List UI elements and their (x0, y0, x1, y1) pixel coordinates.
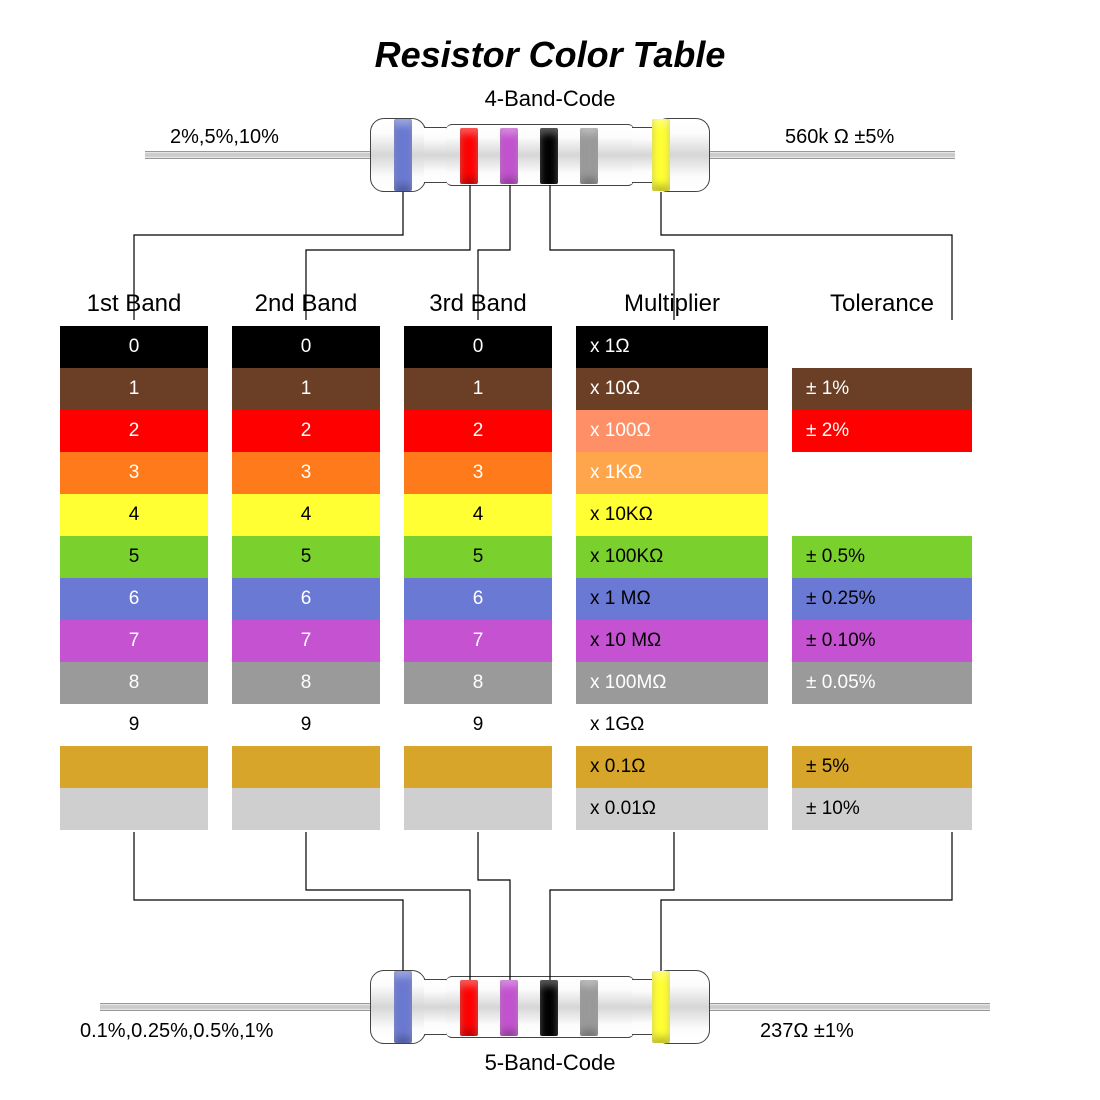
swatch-orange: 3 (60, 452, 208, 494)
bottom-left-label: 0.1%,0.25%,0.5%,1% (80, 1020, 273, 1043)
swatch-yellow: 4 (232, 494, 380, 536)
swatch-gold (60, 746, 208, 788)
swatch-grey: 8 (404, 662, 552, 704)
swatch-gold (404, 746, 552, 788)
swatch-blue: 6 (60, 578, 208, 620)
swatch-yellow: x 10KΩ (576, 494, 768, 536)
top-left-label: 2%,5%,10% (170, 126, 279, 149)
swatch-green: 5 (404, 536, 552, 578)
band-black (540, 128, 558, 184)
swatch-salmon: x 100Ω (576, 410, 768, 452)
color-table: 1st Band01234567892nd Band01234567893rd … (60, 290, 972, 830)
swatch-green: x 100KΩ (576, 536, 768, 578)
band-grey (580, 980, 598, 1036)
swatch-brown: x 10Ω (576, 368, 768, 410)
swatch-red: 2 (404, 410, 552, 452)
swatch-brown: 1 (60, 368, 208, 410)
swatch-blue: x 1 MΩ (576, 578, 768, 620)
bottom-code-label: 5-Band-Code (0, 1050, 1100, 1076)
swatch-grey: ± 0.05% (792, 662, 972, 704)
band-red (460, 128, 478, 184)
column-1: 2nd Band 0123456789 (232, 290, 380, 830)
band-violet (500, 128, 518, 184)
swatch-black: 0 (60, 326, 208, 368)
swatch-red: 2 (232, 410, 380, 452)
swatch-brown: 1 (404, 368, 552, 410)
bottom-right-label: 237Ω ±1% (760, 1020, 854, 1043)
swatch-blue: 6 (404, 578, 552, 620)
column-3: Multiplierx 1Ωx 10Ωx 100Ωx 1KΩx 10KΩx 10… (576, 290, 768, 830)
swatch-green: 5 (232, 536, 380, 578)
column-header: 3rd Band (429, 290, 526, 318)
swatch-violet: ± 0.10% (792, 620, 972, 662)
swatch-green: ± 0.5% (792, 536, 972, 578)
swatch-gold: x 0.1Ω (576, 746, 768, 788)
swatch-black: 0 (232, 326, 380, 368)
page-title: Resistor Color Table (0, 34, 1100, 76)
swatch-violet: 7 (60, 620, 208, 662)
swatch-grey: x 100MΩ (576, 662, 768, 704)
swatch-blue: 6 (232, 578, 380, 620)
swatch-red: ± 2% (792, 410, 972, 452)
band-red (460, 980, 478, 1036)
swatch-white: x 1GΩ (576, 704, 768, 746)
column-header: 2nd Band (255, 290, 358, 318)
band-yellow (652, 971, 670, 1043)
swatch-silver: x 0.01Ω (576, 788, 768, 830)
top-code-label: 4-Band-Code (0, 86, 1100, 112)
swatch-black: 0 (404, 326, 552, 368)
column-header: Multiplier (624, 290, 720, 318)
swatch-gold: ± 5% (792, 746, 972, 788)
band-violet (500, 980, 518, 1036)
swatch-silver (232, 788, 380, 830)
swatch-white: 9 (404, 704, 552, 746)
band-blue (394, 971, 412, 1043)
swatch-yellow: 4 (404, 494, 552, 536)
swatch-white: 9 (232, 704, 380, 746)
swatch-violet: 7 (404, 620, 552, 662)
swatch-blue: ± 0.25% (792, 578, 972, 620)
band-blue (394, 119, 412, 191)
column-4: Tolerance ± 1%± 2% ± 0.5%± 0.25%± 0.10%± 0… (792, 290, 972, 830)
swatch-yellow: 4 (60, 494, 208, 536)
band-grey (580, 128, 598, 184)
swatch-violet: 7 (232, 620, 380, 662)
swatch-white: 9 (60, 704, 208, 746)
swatch-black: x 1Ω (576, 326, 768, 368)
column-0: 1st Band 0123456789 (60, 290, 208, 830)
swatch-silver (404, 788, 552, 830)
swatch-orange: 3 (232, 452, 380, 494)
swatch-red: 2 (60, 410, 208, 452)
swatch-gold (232, 746, 380, 788)
swatch-brown: ± 1% (792, 368, 972, 410)
swatch-green: 5 (60, 536, 208, 578)
swatch-orange: 3 (404, 452, 552, 494)
swatch-grey: 8 (232, 662, 380, 704)
swatch-violet: x 10 MΩ (576, 620, 768, 662)
column-2: 3rd Band 0123456789 (404, 290, 552, 830)
swatch-brown: 1 (232, 368, 380, 410)
band-yellow (652, 119, 670, 191)
swatch-orange2: x 1KΩ (576, 452, 768, 494)
top-right-label: 560k Ω ±5% (785, 126, 894, 149)
column-header: 1st Band (87, 290, 182, 318)
column-header: Tolerance (830, 290, 934, 318)
band-black (540, 980, 558, 1036)
swatch-grey: 8 (60, 662, 208, 704)
swatch-silver (60, 788, 208, 830)
swatch-silver: ± 10% (792, 788, 972, 830)
